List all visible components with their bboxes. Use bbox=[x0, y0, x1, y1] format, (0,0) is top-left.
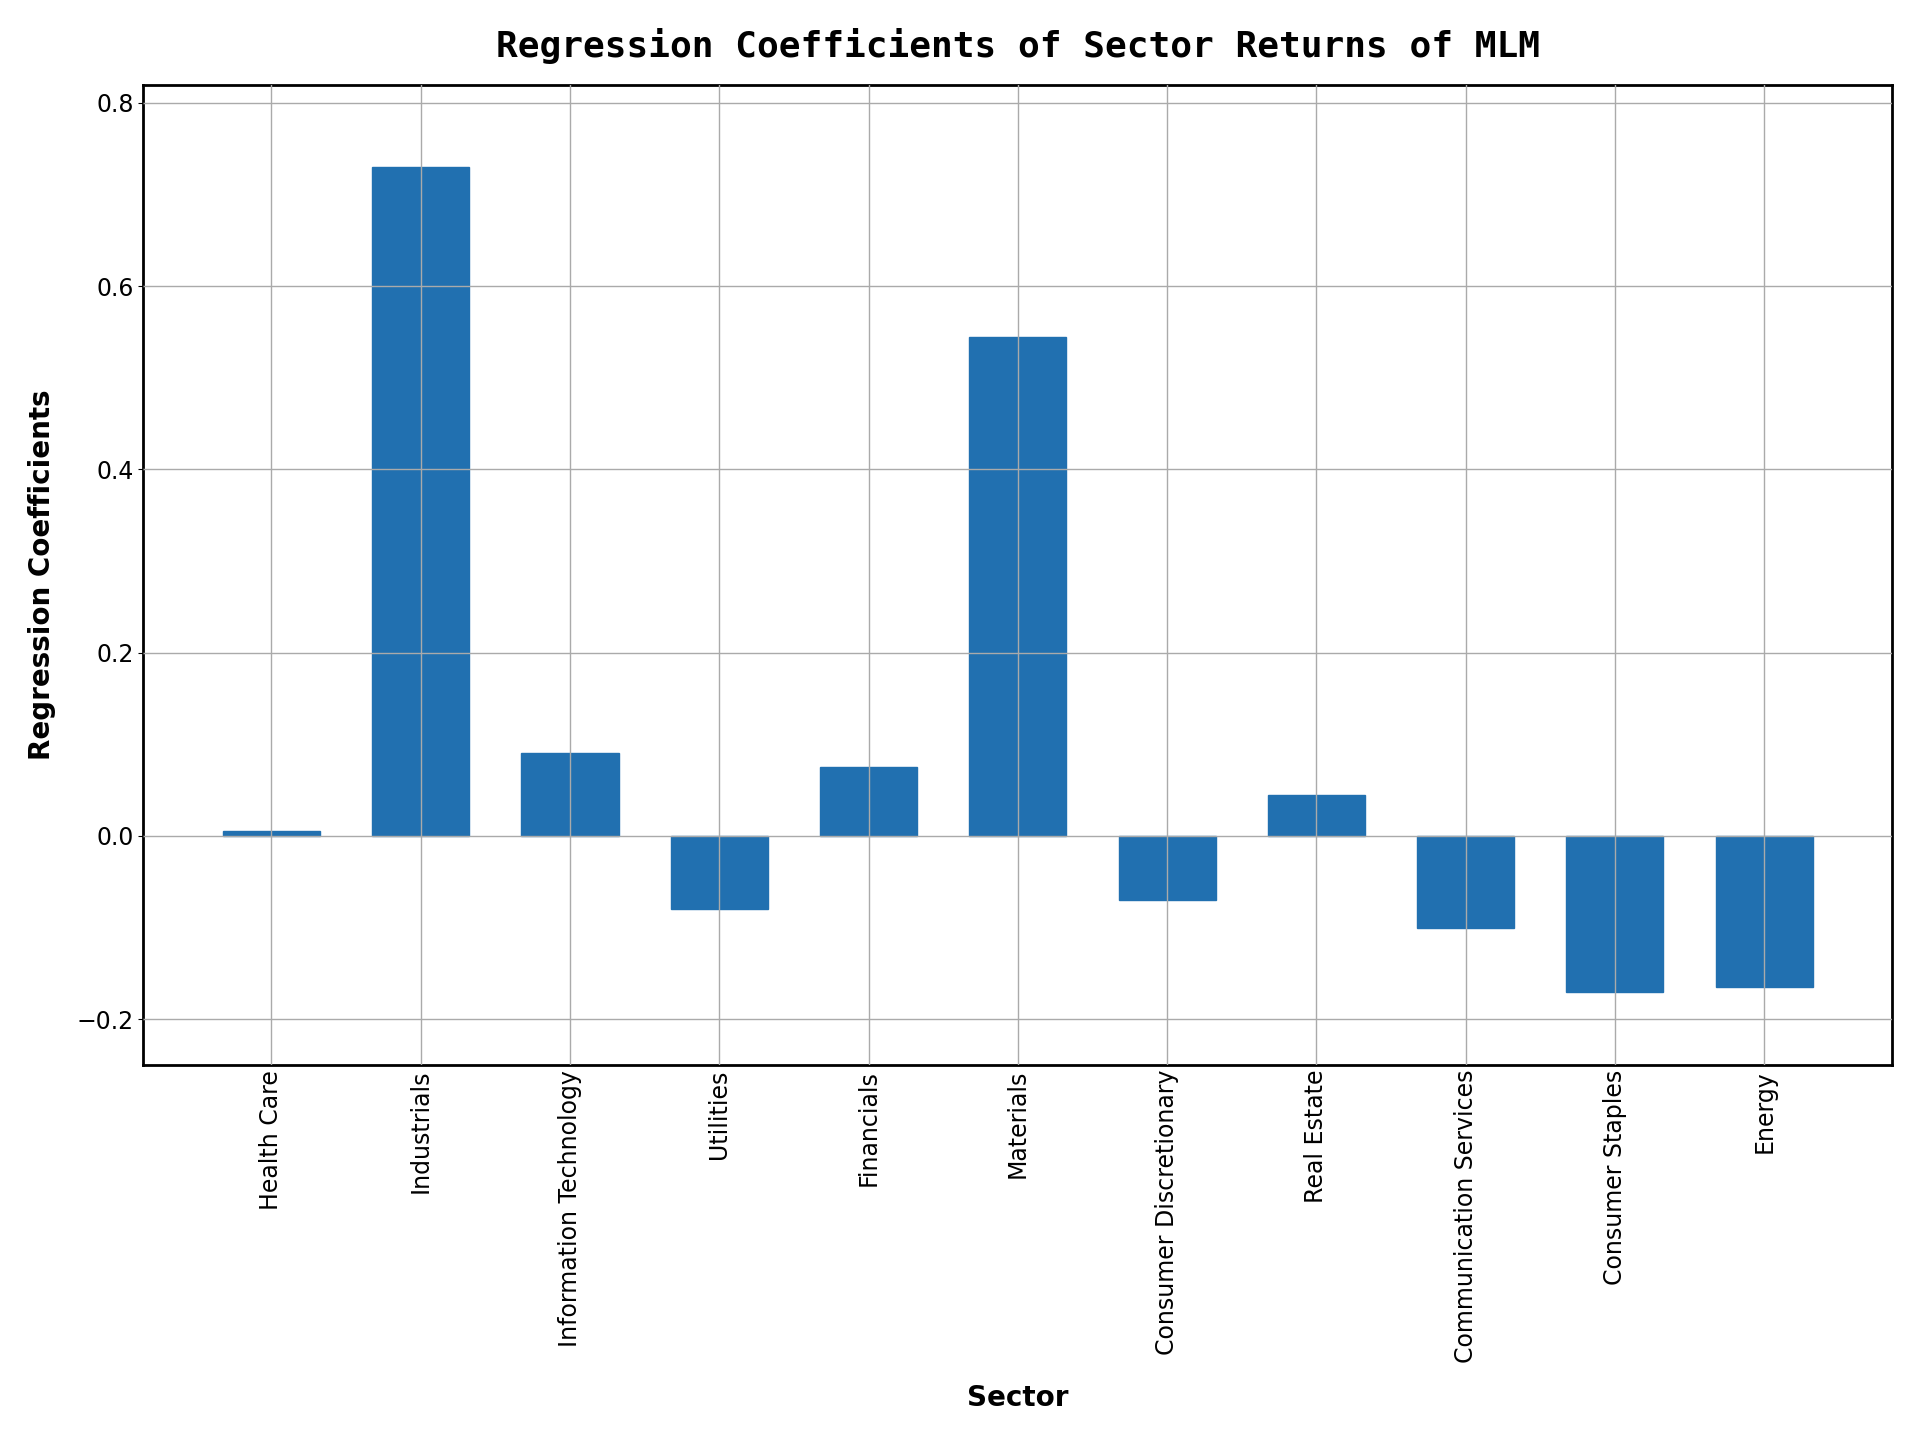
Bar bbox=[1267, 795, 1365, 837]
Bar bbox=[1417, 837, 1515, 927]
Bar bbox=[372, 167, 468, 837]
Bar bbox=[1119, 837, 1215, 900]
Bar bbox=[223, 831, 321, 837]
Bar bbox=[522, 753, 618, 837]
Bar bbox=[970, 337, 1066, 837]
Bar bbox=[670, 837, 768, 909]
X-axis label: Sector: Sector bbox=[968, 1384, 1069, 1413]
Bar bbox=[1567, 837, 1663, 992]
Title: Regression Coefficients of Sector Returns of MLM: Regression Coefficients of Sector Return… bbox=[495, 27, 1540, 63]
Bar bbox=[1716, 837, 1812, 988]
Bar bbox=[820, 768, 918, 837]
Y-axis label: Regression Coefficients: Regression Coefficients bbox=[27, 389, 56, 760]
